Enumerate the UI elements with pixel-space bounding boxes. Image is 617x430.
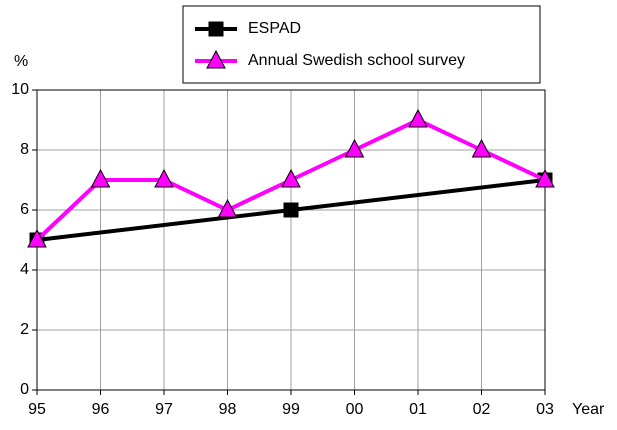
x-tick-label: 97 xyxy=(155,401,173,418)
data-point xyxy=(217,198,238,218)
x-axis-label: Year xyxy=(572,401,605,418)
x-tick-label: 98 xyxy=(219,401,237,418)
legend-marker xyxy=(208,21,224,37)
y-tick-label: 4 xyxy=(20,261,29,278)
y-tick-label: 0 xyxy=(20,381,29,398)
x-tick-label: 02 xyxy=(473,401,491,418)
data-point xyxy=(283,202,299,218)
legend-marker xyxy=(206,49,226,69)
data-point xyxy=(90,168,111,188)
legend-label: ESPAD xyxy=(248,20,301,37)
y-tick-label: 10 xyxy=(11,81,29,98)
x-tick-label: 96 xyxy=(92,401,110,418)
data-point xyxy=(154,168,174,188)
x-tick-label: 99 xyxy=(282,401,300,418)
y-axis-label: % xyxy=(14,53,28,70)
data-point xyxy=(344,138,365,158)
x-tick-label: 00 xyxy=(346,401,364,418)
data-point xyxy=(281,168,301,188)
x-tick-label: 01 xyxy=(409,401,427,418)
data-point xyxy=(471,138,492,158)
legend-box xyxy=(182,5,541,84)
x-tick-label: 03 xyxy=(536,401,554,418)
x-tick-label: 95 xyxy=(28,401,46,418)
y-tick-label: 8 xyxy=(20,141,29,158)
legend-label: Annual Swedish school survey xyxy=(248,52,465,69)
data-point xyxy=(408,108,428,128)
data-point xyxy=(535,168,555,188)
y-tick-label: 6 xyxy=(20,201,29,218)
y-tick-label: 2 xyxy=(20,321,29,338)
data-point xyxy=(27,228,47,248)
